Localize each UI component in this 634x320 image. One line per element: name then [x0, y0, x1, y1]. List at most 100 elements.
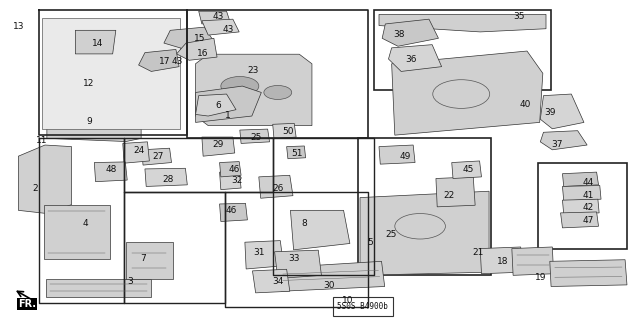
Text: 2: 2: [32, 184, 38, 193]
Polygon shape: [562, 172, 598, 187]
Text: 29: 29: [212, 140, 224, 148]
Text: 36: 36: [406, 55, 417, 64]
Polygon shape: [219, 162, 241, 177]
Polygon shape: [480, 247, 522, 274]
Text: 47: 47: [583, 216, 594, 225]
Polygon shape: [562, 186, 601, 201]
Polygon shape: [139, 50, 179, 71]
Polygon shape: [452, 161, 481, 179]
Polygon shape: [53, 72, 107, 94]
Polygon shape: [176, 38, 217, 60]
Text: 46: 46: [225, 206, 236, 215]
Text: 28: 28: [162, 175, 173, 184]
Text: 21: 21: [472, 248, 483, 257]
Text: 10: 10: [342, 296, 354, 305]
Polygon shape: [195, 94, 236, 116]
Polygon shape: [94, 162, 127, 182]
Polygon shape: [75, 30, 116, 54]
Text: 51: 51: [292, 149, 303, 158]
Polygon shape: [562, 199, 599, 214]
Text: 26: 26: [273, 184, 284, 193]
Polygon shape: [382, 19, 439, 46]
Polygon shape: [379, 145, 415, 164]
Text: 13: 13: [13, 22, 25, 31]
Polygon shape: [240, 129, 269, 143]
Polygon shape: [123, 142, 150, 163]
Polygon shape: [18, 145, 72, 213]
Text: 49: 49: [399, 152, 411, 161]
Text: 43: 43: [172, 57, 183, 66]
Polygon shape: [195, 54, 312, 125]
Text: 41: 41: [583, 190, 594, 200]
Text: 5S0S B4900b: 5S0S B4900b: [337, 302, 388, 311]
Polygon shape: [126, 242, 172, 278]
Polygon shape: [219, 172, 241, 190]
Text: 25: 25: [385, 230, 397, 239]
Polygon shape: [540, 94, 584, 129]
Text: 27: 27: [153, 152, 164, 161]
Text: 50: 50: [282, 127, 294, 136]
Polygon shape: [436, 177, 475, 207]
Text: 31: 31: [254, 248, 265, 257]
Polygon shape: [198, 11, 230, 24]
Text: 32: 32: [231, 176, 243, 185]
Polygon shape: [164, 27, 214, 50]
Text: 33: 33: [288, 254, 300, 263]
Text: 5: 5: [368, 238, 373, 247]
Text: 16: 16: [197, 49, 209, 58]
Polygon shape: [145, 168, 187, 187]
Text: 23: 23: [247, 66, 259, 75]
Text: 3: 3: [127, 276, 133, 285]
Text: 30: 30: [323, 281, 335, 290]
Text: 46: 46: [228, 165, 240, 174]
Polygon shape: [44, 204, 110, 260]
Polygon shape: [219, 203, 247, 221]
Bar: [358, 138, 491, 275]
Text: 34: 34: [273, 276, 284, 285]
Text: 22: 22: [444, 190, 455, 200]
Text: 43: 43: [222, 25, 233, 34]
Polygon shape: [195, 86, 261, 123]
Polygon shape: [560, 212, 598, 228]
Polygon shape: [275, 250, 321, 278]
Text: 24: 24: [134, 146, 145, 155]
Circle shape: [264, 85, 292, 100]
Text: 9: 9: [86, 117, 92, 126]
Polygon shape: [142, 148, 172, 165]
Polygon shape: [287, 146, 306, 159]
Text: 40: 40: [519, 100, 531, 109]
Text: 4: 4: [83, 219, 89, 228]
Text: 35: 35: [513, 12, 524, 21]
Text: 39: 39: [545, 108, 556, 117]
Polygon shape: [360, 191, 489, 275]
Text: 19: 19: [535, 273, 547, 282]
Text: 18: 18: [497, 258, 509, 267]
Polygon shape: [47, 86, 141, 141]
Polygon shape: [278, 261, 385, 291]
Polygon shape: [245, 241, 283, 269]
Text: 37: 37: [551, 140, 562, 148]
Polygon shape: [202, 137, 235, 156]
Bar: [374, 10, 551, 90]
Text: 6: 6: [216, 101, 221, 110]
Bar: [538, 163, 627, 249]
Circle shape: [221, 76, 259, 96]
Text: 38: 38: [393, 30, 404, 39]
Bar: [333, 297, 393, 316]
Text: 1: 1: [225, 111, 231, 120]
Text: 42: 42: [583, 203, 594, 212]
Polygon shape: [290, 210, 350, 250]
Text: 7: 7: [140, 254, 146, 263]
Polygon shape: [540, 131, 587, 150]
Text: 48: 48: [105, 165, 117, 174]
Text: FR.: FR.: [18, 299, 36, 309]
Polygon shape: [252, 269, 290, 293]
Polygon shape: [259, 175, 293, 198]
Polygon shape: [512, 247, 553, 275]
Polygon shape: [46, 279, 151, 297]
Text: 25: 25: [250, 133, 262, 142]
Text: 44: 44: [583, 178, 594, 187]
Text: 11: 11: [36, 136, 47, 145]
Text: 14: 14: [93, 39, 104, 48]
Text: 15: 15: [193, 35, 205, 44]
